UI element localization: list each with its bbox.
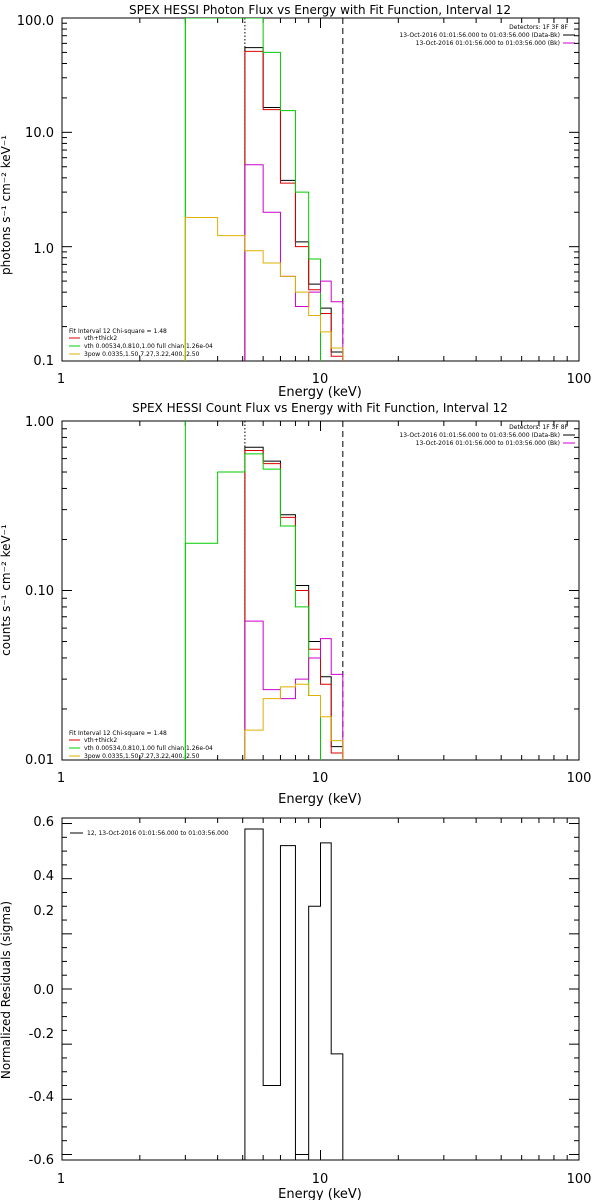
legend-label: Detectors: 1F 3F 8F <box>509 24 568 31</box>
y-tick-label: -0.2 <box>29 1027 54 1042</box>
y-tick-label: -0.4 <box>29 1090 54 1105</box>
x-axis-ticks <box>61 421 568 760</box>
legend-label: vth 0.00534,0.810,1.00 full chian 1.26e-… <box>84 745 213 752</box>
legend-label: 3pow 0.0335,1.50,7.27,3.22,400.,2.50 <box>84 351 200 358</box>
x-tick-label: 10 <box>312 771 329 786</box>
y-tick-label: 1.00 <box>25 415 54 430</box>
x-tick-label: 10 <box>312 1172 329 1187</box>
series-4-line <box>184 216 344 361</box>
x-tick-label: 10 <box>312 372 329 387</box>
y-tick-label: 10.0 <box>25 126 54 141</box>
x-tick-label: 1 <box>57 1172 65 1187</box>
legend-label: 13-Oct-2016 01:01:56.000 to 01:03:56.000… <box>399 32 560 39</box>
y-tick-label: 0.2 <box>33 904 54 919</box>
y-axis-ticks <box>62 420 579 761</box>
y-tick-label: 100.0 <box>17 14 54 29</box>
y-axis-label: Normalized Residuals (sigma) <box>0 901 13 1079</box>
photon-flux-panel: SPEX HESSI Photon Flux vs Energy with Fi… <box>0 3 591 400</box>
legend-label: Fit Interval 12 Chi-square = 1.48 <box>69 328 167 335</box>
chart-title: SPEX HESSI Photon Flux vs Energy with Fi… <box>129 3 511 17</box>
legend-top: Detectors: 1F 3F 8F 13-Oct-2016 01:01:56… <box>399 424 575 447</box>
x-tick-label: 1 <box>57 771 65 786</box>
y-tick-label: 0.0 <box>33 983 54 998</box>
legend-label: 13-Oct-2016 01:01:56.000 to 01:03:56.000… <box>416 40 560 47</box>
data-area <box>244 828 344 1160</box>
count-flux-panel: SPEX HESSI Count Flux vs Energy with Fit… <box>0 401 591 807</box>
legend-label: vth 0.00534,0.810,1.00 full chian 1.26e-… <box>84 343 213 350</box>
x-tick-label: 100 <box>567 1172 592 1187</box>
y-tick-label: 1.0 <box>33 242 54 257</box>
x-tick-label: 100 <box>567 771 592 786</box>
legend-label: vth+thick2 <box>84 335 117 342</box>
data-area <box>184 421 344 760</box>
legend-label: 13-Oct-2016 01:01:56.000 to 01:03:56.000… <box>416 440 560 447</box>
series-4-line <box>244 683 344 760</box>
series-2-line <box>184 18 321 361</box>
series-0-line <box>244 446 344 760</box>
data-area <box>184 18 344 361</box>
y-axis-ticks <box>62 17 579 362</box>
legend-label: 12, 13-Oct-2016 01:01:56.000 to 01:03:56… <box>87 830 229 837</box>
legend-label: vth+thick2 <box>84 737 117 744</box>
x-axis-label: Energy (keV) <box>278 385 362 400</box>
legend-bottom: Fit Interval 12 Chi-square = 1.48 vth+th… <box>69 730 213 760</box>
legend-label: 13-Oct-2016 01:01:56.000 to 01:03:56.000… <box>399 432 560 439</box>
legend-bottom: Fit Interval 12 Chi-square = 1.48 vth+th… <box>69 328 213 358</box>
series-1-line <box>244 50 344 361</box>
x-axis-label: Energy (keV) <box>278 1187 362 1200</box>
series-0-line <box>244 828 344 1160</box>
x-axis-label: Energy (keV) <box>278 792 362 807</box>
y-tick-label: 0.01 <box>25 753 54 768</box>
legend-top: Detectors: 1F 3F 8F 13-Oct-2016 01:01:56… <box>399 24 575 47</box>
legend-top: 12, 13-Oct-2016 01:01:56.000 to 01:03:56… <box>70 830 229 837</box>
legend-label: Fit Interval 12 Chi-square = 1.48 <box>69 730 167 737</box>
series-1-line <box>244 449 344 760</box>
legend-label: Detectors: 1F 3F 8F <box>509 424 568 431</box>
x-axis-ticks <box>61 18 568 361</box>
x-tick-label: 1 <box>57 372 65 387</box>
y-tick-label: 0.4 <box>33 869 54 884</box>
x-tick-label: 100 <box>567 372 592 387</box>
x-axis-ticks <box>61 818 568 1160</box>
y-axis-ticks <box>62 823 579 1155</box>
legend-label: 3pow 0.0335,1.50,7.27,3.22,400.,2.50 <box>84 753 200 760</box>
y-tick-label: 0.1 <box>33 354 54 369</box>
y-tick-label: 0.10 <box>25 584 54 599</box>
residuals-panel: Normalized Residuals (sigma) Energy (keV… <box>0 815 591 1200</box>
y-axis-label: photons s⁻¹ cm⁻² keV⁻¹ <box>0 135 13 275</box>
series-3-line <box>244 164 344 361</box>
y-axis-label: counts s⁻¹ cm⁻² keV⁻¹ <box>0 524 13 656</box>
y-tick-label: 0.6 <box>33 815 54 830</box>
y-tick-label: -0.6 <box>29 1153 54 1168</box>
series-3-line <box>244 620 344 760</box>
series-2-line <box>184 453 321 760</box>
chart-title: SPEX HESSI Count Flux vs Energy with Fit… <box>132 401 508 415</box>
